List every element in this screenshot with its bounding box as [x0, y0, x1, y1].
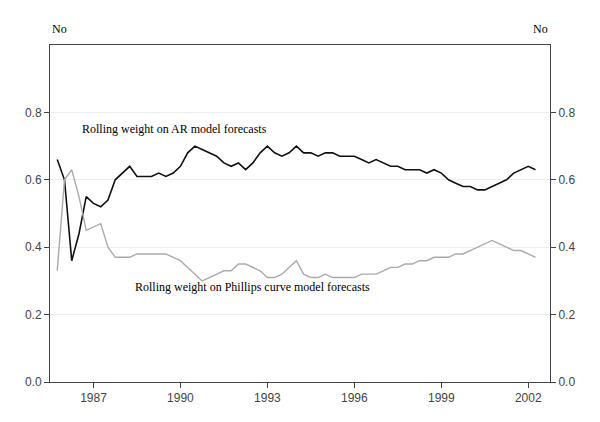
- svg-text:0.4: 0.4: [25, 240, 42, 254]
- svg-text:Rolling weight on Phillips cur: Rolling weight on Phillips curve model f…: [135, 280, 370, 294]
- svg-text:0.0: 0.0: [25, 375, 42, 389]
- svg-text:1996: 1996: [341, 391, 368, 405]
- svg-text:0.2: 0.2: [558, 308, 575, 322]
- svg-text:No: No: [533, 22, 548, 36]
- svg-text:Rolling weight on AR model for: Rolling weight on AR model forecasts: [82, 122, 267, 136]
- svg-text:0.4: 0.4: [558, 240, 575, 254]
- svg-text:0.6: 0.6: [25, 173, 42, 187]
- svg-text:0.0: 0.0: [558, 375, 575, 389]
- svg-text:1987: 1987: [80, 391, 107, 405]
- svg-text:1990: 1990: [167, 391, 194, 405]
- svg-text:0.8: 0.8: [558, 106, 575, 120]
- svg-text:1999: 1999: [428, 391, 455, 405]
- svg-text:1993: 1993: [254, 391, 281, 405]
- svg-text:0.8: 0.8: [25, 106, 42, 120]
- svg-text:2002: 2002: [515, 391, 542, 405]
- svg-text:0.2: 0.2: [25, 308, 42, 322]
- svg-text:0.6: 0.6: [558, 173, 575, 187]
- svg-text:No: No: [52, 22, 67, 36]
